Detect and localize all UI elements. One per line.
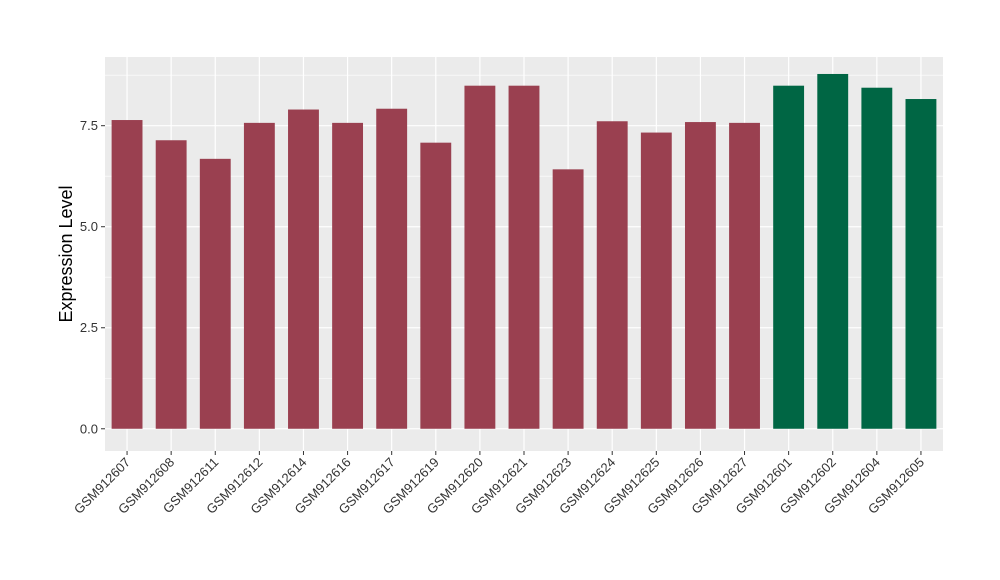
y-tick-label: 5.0 [80,219,98,234]
bar-GSM912607 [111,120,143,429]
bar-GSM912612 [243,122,275,429]
bar-GSM912602 [817,73,849,429]
y-axis: 0.0 2.5 5.0 7.5 [80,118,105,436]
bar-GSM912623 [552,169,584,429]
bar-GSM912617 [376,108,408,429]
y-tick-label: 0.0 [80,421,98,436]
bar-GSM912621 [508,85,540,429]
bar-GSM912619 [420,142,452,429]
bar-GSM912627 [729,122,760,429]
bar-GSM912611 [199,158,231,429]
bar-GSM912608 [155,140,187,429]
x-axis: GSM912607GSM912608GSM912611GSM912612GSM9… [71,451,927,517]
bars [111,73,937,429]
y-axis-title: Expression Level [56,185,76,322]
bar-GSM912614 [288,109,319,429]
y-tick-label: 2.5 [80,320,98,335]
bar-GSM912626 [684,122,716,429]
bar-GSM912605 [905,99,937,429]
bar-GSM912601 [773,85,805,429]
bar-GSM912620 [464,85,496,429]
y-tick-label: 7.5 [80,118,98,133]
bar-GSM912625 [640,132,672,429]
bar-GSM912624 [596,121,628,429]
bar-GSM912604 [861,87,893,429]
bar-GSM912616 [332,122,364,429]
